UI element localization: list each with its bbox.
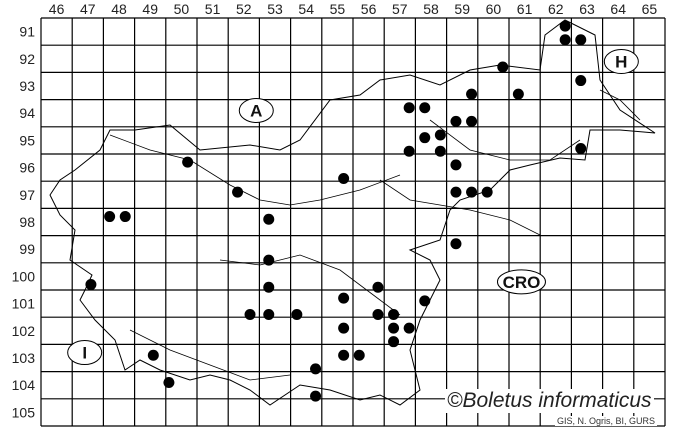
row-tick-label: 105 xyxy=(12,404,36,420)
occurrence-point xyxy=(372,308,384,320)
row-tick-label: 99 xyxy=(19,241,35,257)
occurrence-point xyxy=(263,254,275,266)
column-tick-label: 52 xyxy=(236,1,252,17)
column-tick-label: 64 xyxy=(610,1,626,17)
occurrence-point xyxy=(338,322,350,334)
occurrence-point xyxy=(575,75,587,87)
region-label-ellipse xyxy=(238,97,274,123)
row-tick-label: 95 xyxy=(19,132,35,148)
occurrence-point xyxy=(104,211,116,223)
row-tick-label: 92 xyxy=(19,51,35,67)
occurrence-point xyxy=(497,61,509,73)
row-tick-label: 97 xyxy=(19,187,35,203)
column-tick-label: 48 xyxy=(111,1,127,17)
credit-text: GIS, N. Ogris, BI, GURS xyxy=(555,416,658,426)
occurrence-point xyxy=(119,211,131,223)
column-tick-label: 50 xyxy=(174,1,190,17)
occurrence-point xyxy=(147,349,159,361)
occurrence-point xyxy=(466,186,478,198)
occurrence-point xyxy=(466,88,478,100)
occurrence-point xyxy=(403,145,415,157)
column-tick-label: 57 xyxy=(392,1,408,17)
grid-lines xyxy=(40,17,666,427)
occurrence-point xyxy=(263,281,275,293)
occurrence-point xyxy=(559,20,571,32)
occurrence-point xyxy=(419,132,431,144)
region-label: A xyxy=(250,101,262,120)
occurrence-point xyxy=(450,115,462,127)
occurrence-point xyxy=(85,279,97,291)
occurrence-point xyxy=(512,88,524,100)
occurrence-point xyxy=(263,308,275,320)
occurrence-point xyxy=(244,308,256,320)
occurrence-point xyxy=(372,281,384,293)
region-label-ellipse xyxy=(603,49,639,75)
region-label: I xyxy=(82,344,87,363)
occurrence-point xyxy=(291,308,303,320)
row-tick-label: 102 xyxy=(12,323,36,339)
column-tick-label: 65 xyxy=(642,1,658,17)
column-tick-label: 53 xyxy=(267,1,283,17)
column-tick-label: 56 xyxy=(361,1,377,17)
row-tick-label: 98 xyxy=(19,214,35,230)
country-border xyxy=(49,19,656,406)
row-tick-label: 94 xyxy=(19,105,35,121)
occurrence-point xyxy=(575,143,587,155)
occurrence-point xyxy=(232,186,244,198)
row-tick-label: 91 xyxy=(19,24,35,40)
occurrence-point xyxy=(419,102,431,114)
occurrence-point xyxy=(403,102,415,114)
occurrence-point xyxy=(403,322,415,334)
region-label-ellipse xyxy=(496,269,546,295)
row-tick-label: 96 xyxy=(19,160,35,176)
occurrence-point xyxy=(182,156,194,168)
column-tick-label: 55 xyxy=(330,1,346,17)
column-tick-label: 49 xyxy=(142,1,158,17)
row-tick-label: 93 xyxy=(19,78,35,94)
occurrence-point xyxy=(338,172,350,184)
occurrence-point xyxy=(419,295,431,307)
occurrence-point xyxy=(388,322,400,334)
occurrence-point xyxy=(450,159,462,171)
column-tick-label: 58 xyxy=(423,1,439,17)
occurrence-point xyxy=(434,145,446,157)
occurrence-point xyxy=(388,336,400,348)
occurrence-point xyxy=(466,115,478,127)
column-tick-label: 47 xyxy=(80,1,96,17)
region-label: H xyxy=(615,53,627,72)
column-tick-label: 54 xyxy=(298,1,314,17)
occurrence-point xyxy=(263,213,275,225)
occurrence-point xyxy=(434,129,446,141)
occurrence-point xyxy=(388,308,400,320)
row-tick-label: 104 xyxy=(12,377,36,393)
occurrence-point xyxy=(575,34,587,46)
column-tick-label: 63 xyxy=(579,1,595,17)
region-label: CRO xyxy=(503,273,541,292)
occurrence-point xyxy=(163,376,175,388)
occurrence-point xyxy=(338,349,350,361)
row-tick-label: 103 xyxy=(12,350,36,366)
copyright-text: ©Boletus informaticus xyxy=(445,389,654,413)
occurrence-point xyxy=(481,186,493,198)
rivers xyxy=(109,89,641,381)
row-tick-label: 100 xyxy=(12,268,36,284)
occurrence-point xyxy=(310,390,322,402)
occurrence-point xyxy=(353,349,365,361)
column-tick-label: 60 xyxy=(486,1,502,17)
occurrence-point xyxy=(338,292,350,304)
column-tick-label: 51 xyxy=(205,1,221,17)
column-tick-label: 62 xyxy=(548,1,564,17)
row-tick-label: 101 xyxy=(12,296,36,312)
region-label-ellipse xyxy=(67,340,103,366)
column-tick-label: 59 xyxy=(454,1,470,17)
occurrence-point xyxy=(450,186,462,198)
occurrence-point xyxy=(559,34,571,46)
occurrence-point xyxy=(450,238,462,250)
column-tick-label: 46 xyxy=(49,1,65,17)
occurrence-point xyxy=(310,363,322,375)
column-tick-label: 61 xyxy=(517,1,533,17)
